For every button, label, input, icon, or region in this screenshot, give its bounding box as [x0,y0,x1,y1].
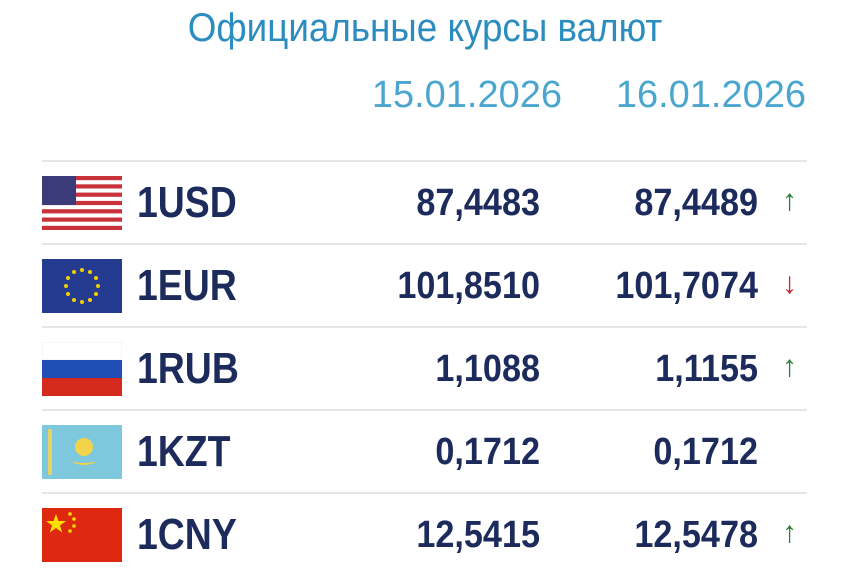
date: 15.01.2026 [371,74,562,116]
currency: 1RUB [137,344,239,393]
title: Официальные курсы валют [187,6,663,50]
rate: 0,1712 [435,431,540,473]
rate-row: 1USD 87,4483 87,4489 ↑ [42,160,807,245]
rate-row: 1KZT 0,1712 0,1712 [42,409,807,494]
trend: ↑ [782,516,797,549]
trend: ↓ [782,267,797,300]
flag-russia [42,342,122,396]
currency: 1KZT [137,427,231,476]
rate: 87,4483 [416,182,540,224]
currency: 1CNY [137,510,237,559]
trend: ↑ [782,350,797,383]
rate: 12,5415 [416,514,540,556]
trend: ↑ [782,184,797,217]
flag-eu [42,259,122,313]
rate-row: 1EUR 101,8510 101,7074 ↓ [42,243,807,328]
rate: 0,1712 [653,431,758,473]
page: Официальные курсы валют 15.01.2026 16.01… [42,6,807,562]
flag-kazakhstan [42,425,122,479]
currency: 1EUR [137,261,237,310]
rate: 87,4489 [634,182,758,224]
rate: 1,1088 [435,348,540,390]
flag-usa [42,176,122,230]
rate: 101,7074 [615,265,758,307]
rate: 1,1155 [655,348,758,390]
rate: 101,8510 [397,265,540,307]
flag-china [42,508,122,562]
rate: 12,5478 [634,514,758,556]
date: 16.01.2026 [615,74,806,116]
rate-row: 1RUB 1,1088 1,1155 ↑ [42,326,807,411]
currency: 1USD [137,178,237,227]
rate-row: 1CNY 12,5415 12,5478 ↑ [42,492,807,577]
